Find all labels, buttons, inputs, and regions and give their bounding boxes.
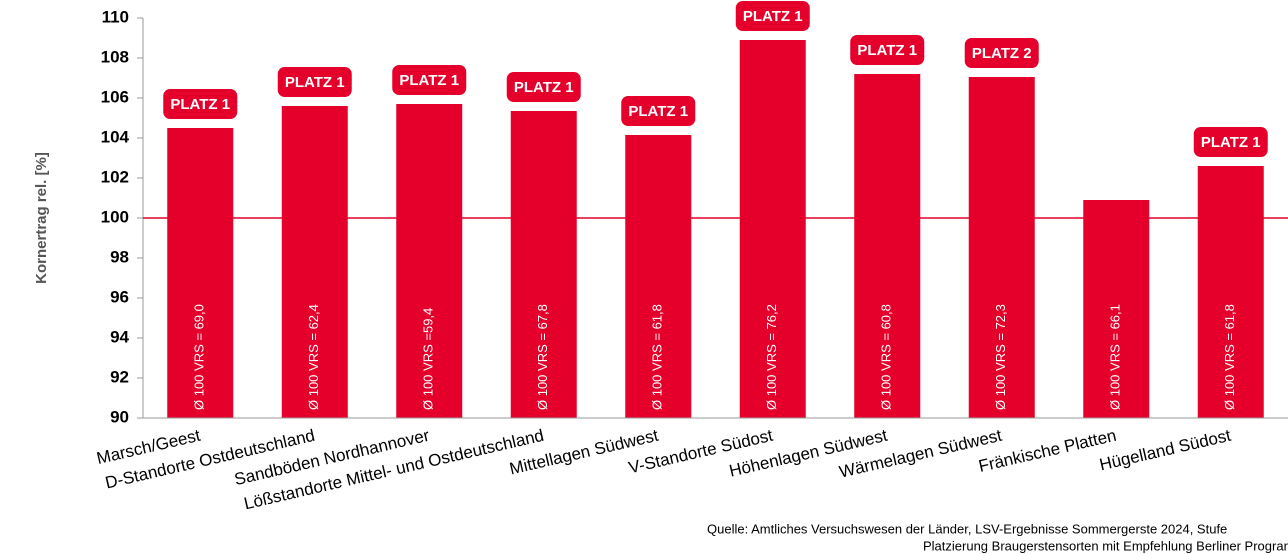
badge-bg bbox=[964, 38, 1039, 68]
bar bbox=[854, 74, 921, 418]
bar bbox=[510, 111, 577, 418]
badge: PLATZ 1 bbox=[628, 103, 688, 120]
source: Quelle: Amtliches Versuchswesen der Länd… bbox=[707, 521, 1227, 536]
y-tick-label: 92 bbox=[110, 367, 129, 386]
y-tick-label: 102 bbox=[101, 167, 129, 186]
y-tick-label: 108 bbox=[101, 47, 129, 66]
bar-annotation: Ø 100 VRS = 67,8 bbox=[535, 304, 550, 410]
source: Platzierung Braugerstensorten mit Empfeh… bbox=[923, 538, 1288, 553]
badge: PLATZ 2 bbox=[972, 45, 1032, 62]
bar bbox=[739, 40, 806, 418]
badge: PLATZ 1 bbox=[399, 72, 459, 89]
y-tick-label: 96 bbox=[110, 287, 129, 306]
y-tick-label: 104 bbox=[101, 127, 130, 146]
y-tick-label: 98 bbox=[110, 247, 129, 266]
badge-bg bbox=[506, 72, 581, 102]
badge: PLATZ 1 bbox=[285, 74, 345, 91]
y-tick-label: 110 bbox=[102, 7, 129, 26]
badge-bg bbox=[621, 96, 696, 126]
bar bbox=[167, 128, 234, 418]
y-tick-label: 90 bbox=[110, 407, 129, 426]
badge-bg bbox=[850, 35, 925, 65]
badge: PLATZ 1 bbox=[170, 96, 230, 113]
badge-bg bbox=[735, 0, 810, 31]
badge: PLATZ 1 bbox=[743, 8, 803, 25]
y-tick-label: 100 bbox=[101, 207, 129, 226]
bar-annotation: Ø 100 VRS = 60,8 bbox=[879, 304, 894, 410]
badge: PLATZ 1 bbox=[514, 79, 574, 96]
bar-annotation: Ø 100 VRS = 61,8 bbox=[650, 304, 665, 410]
badge: PLATZ 1 bbox=[857, 42, 917, 59]
badge-bg bbox=[277, 67, 352, 97]
badge-bg bbox=[1193, 127, 1268, 157]
bar-annotation: Ø 100 VRS = 76,2 bbox=[764, 304, 779, 410]
bar bbox=[1083, 200, 1150, 418]
bar-annotation: Ø 100 VRS = 61,8 bbox=[1222, 304, 1237, 410]
bar bbox=[968, 77, 1035, 418]
bar-annotation: Ø 100 VRS = 72,3 bbox=[993, 304, 1008, 410]
y-axis-label: Kornertrag rel. [%] bbox=[33, 152, 50, 284]
bar bbox=[396, 104, 463, 418]
badge-bg bbox=[163, 89, 238, 119]
bar-annotation: Ø 100 VRS = 66,1 bbox=[1108, 304, 1123, 410]
bar bbox=[1197, 166, 1264, 418]
y-tick-label: 94 bbox=[110, 327, 129, 346]
badge: PLATZ 1 bbox=[1201, 134, 1261, 151]
bar bbox=[625, 135, 692, 418]
y-tick-label: 106 bbox=[101, 87, 129, 106]
badge-bg bbox=[392, 65, 467, 95]
bar-annotation: Ø 100 VRS =59,4 bbox=[421, 308, 436, 410]
bar-annotation: Ø 100 VRS = 62,4 bbox=[306, 304, 321, 410]
bar-annotation: Ø 100 VRS = 69,0 bbox=[192, 304, 207, 410]
x-tick-label: Hügelland Südost bbox=[1098, 426, 1233, 475]
bar bbox=[281, 106, 348, 418]
